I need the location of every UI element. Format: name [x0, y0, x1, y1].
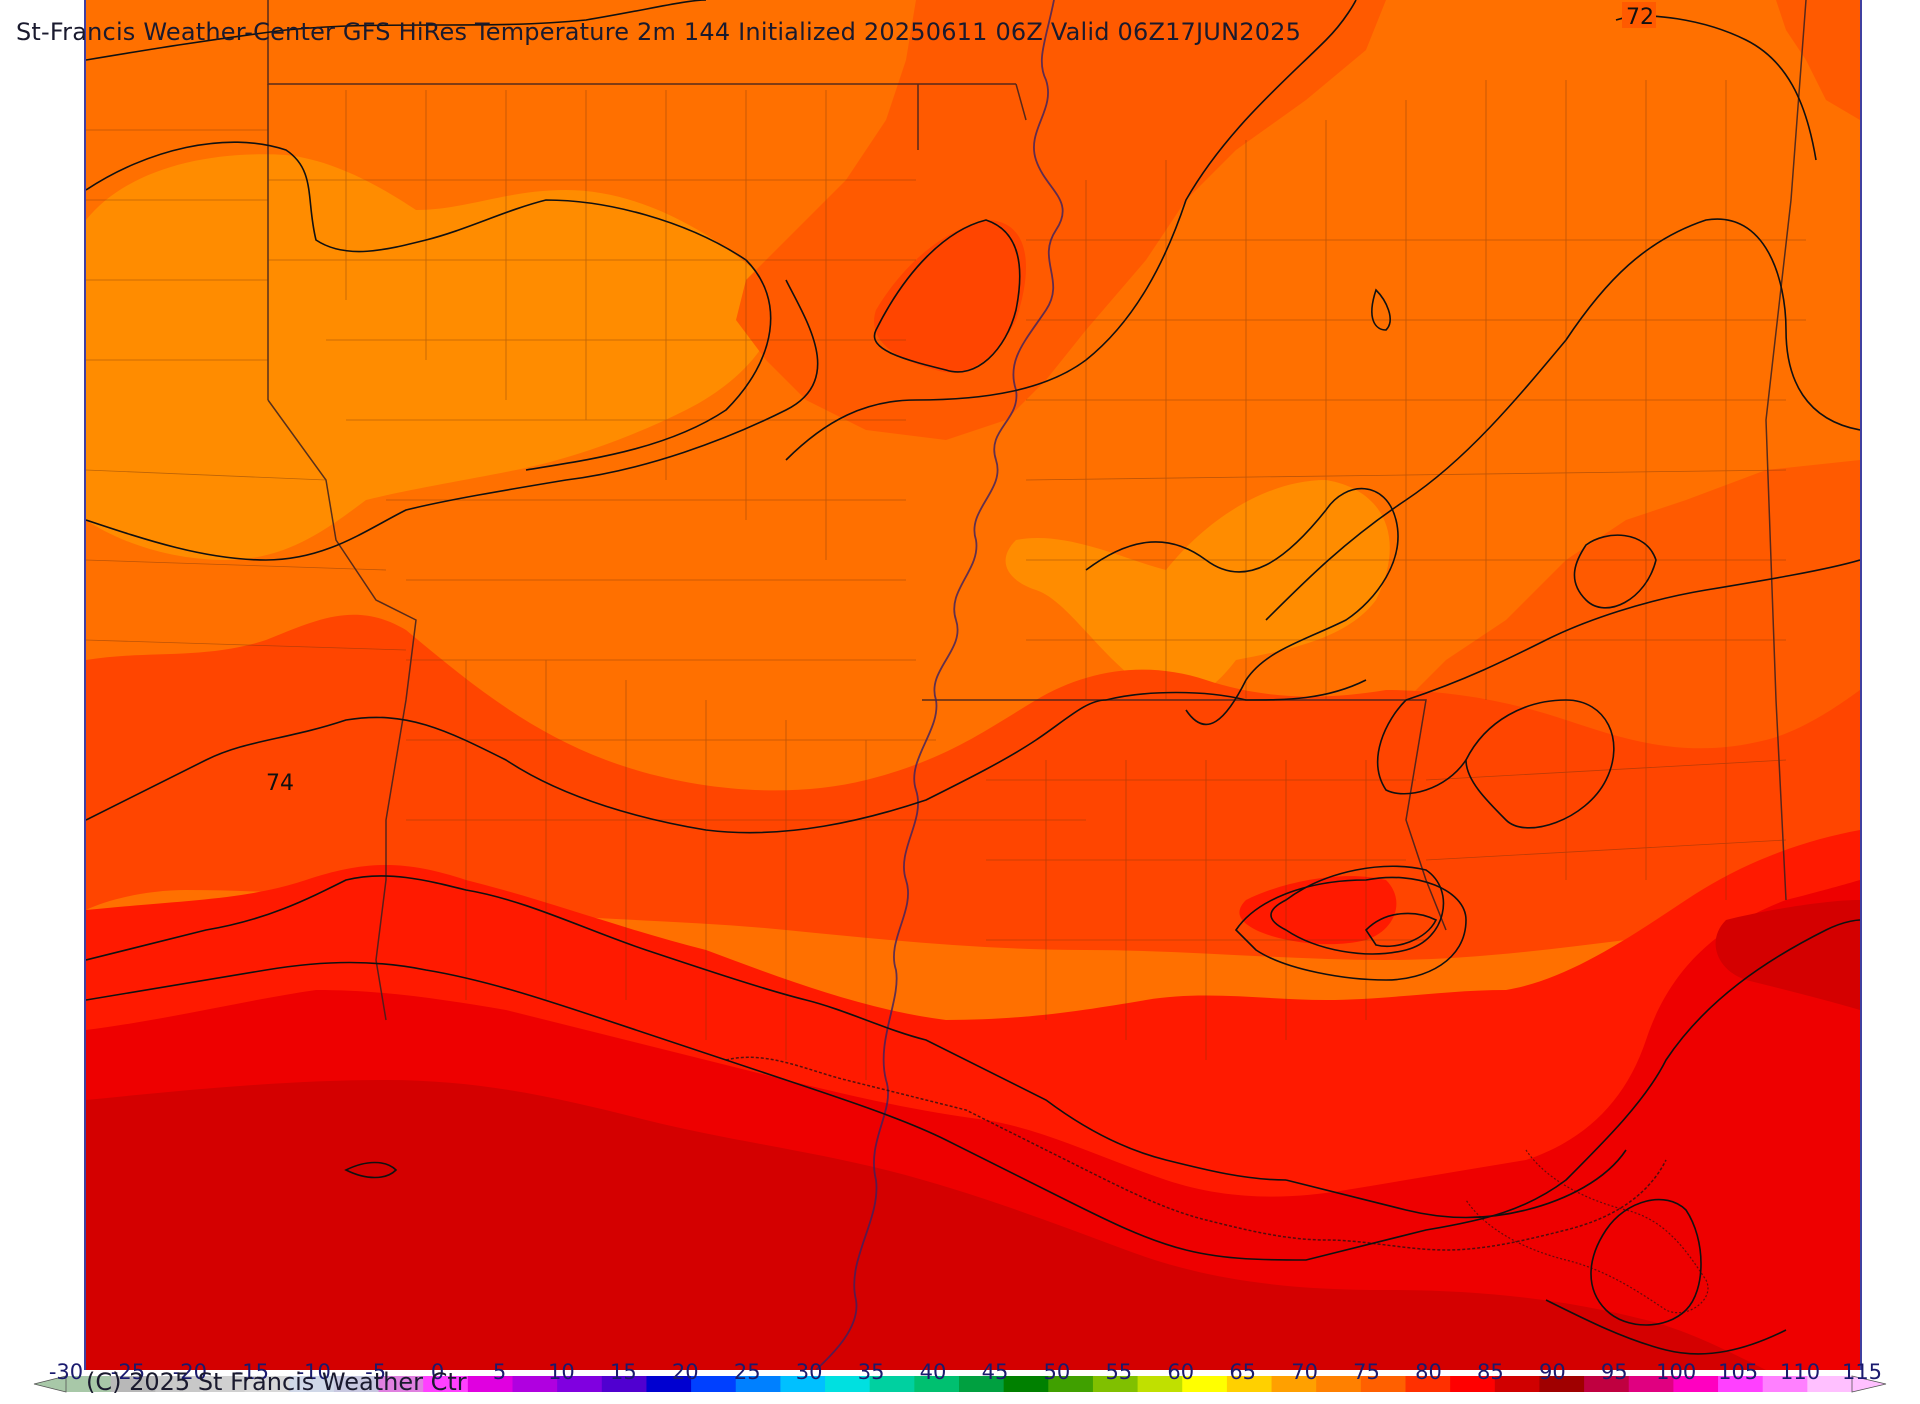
- color-scale-cell: [1673, 1376, 1719, 1392]
- color-scale-tick-label: -30: [48, 1360, 84, 1384]
- color-scale-cell: [1182, 1376, 1228, 1392]
- temp-hotspot: [1239, 876, 1397, 945]
- contour-label-72-bg: [1622, 2, 1656, 28]
- color-scale-cell: [1494, 1376, 1540, 1392]
- color-scale-tick-label: 80: [1415, 1360, 1442, 1384]
- color-scale-tick-label: -20: [172, 1360, 208, 1384]
- color-scale-cell: [155, 1376, 201, 1392]
- color-scale-tick-label: 55: [1105, 1360, 1133, 1384]
- color-scale-cell: [1718, 1376, 1764, 1392]
- color-scale-tick-label: -25: [110, 1360, 146, 1384]
- color-scale-cell: [333, 1376, 380, 1392]
- color-scale-tick-label: 50: [1043, 1360, 1071, 1384]
- color-scale-tick-label: 110: [1780, 1360, 1821, 1384]
- color-scale-cell: [1316, 1376, 1362, 1392]
- coastline: [725, 1056, 1667, 1251]
- color-scale-cell: [1450, 1376, 1496, 1392]
- color-scale-tick-label: 90: [1538, 1360, 1566, 1384]
- color-scale-cell: [423, 1376, 469, 1392]
- color-scale-cell: [1226, 1376, 1273, 1392]
- color-scale-cell: [959, 1376, 1005, 1392]
- color-scale-tick-label: 10: [548, 1360, 575, 1384]
- color-scale-tick-label: 35: [857, 1360, 885, 1384]
- contour-label-72: 72: [1626, 5, 1654, 30]
- contour-label-74: 74: [266, 771, 294, 796]
- color-scale-tick-label: -15: [234, 1360, 269, 1384]
- color-scale-cell: [378, 1376, 424, 1392]
- color-scale-cell: [646, 1376, 692, 1392]
- color-scale-cell: [1137, 1376, 1183, 1392]
- color-scale-cell: [869, 1376, 915, 1392]
- color-scale-cell: [1048, 1376, 1094, 1392]
- color-scale-cell: [1003, 1376, 1049, 1392]
- color-scale-tick-label: 30: [795, 1360, 823, 1384]
- color-scale-cell: [780, 1376, 826, 1392]
- color-scale-tick-label: 95: [1600, 1360, 1628, 1384]
- color-scale-tick-label: 65: [1229, 1360, 1257, 1384]
- color-scale-cell: [1405, 1376, 1451, 1392]
- temp-band-82-east: [1715, 900, 1860, 1010]
- temp-band-82: [86, 1080, 1766, 1370]
- color-scale-cell: [467, 1376, 513, 1392]
- color-scale-cell: [1807, 1376, 1853, 1392]
- color-scale-cell: [1092, 1376, 1139, 1392]
- color-scale-tick-label: 105: [1718, 1360, 1759, 1384]
- color-scale-cell: [1539, 1376, 1585, 1392]
- color-scale-left-arrow: [33, 1375, 67, 1393]
- color-scale-cell: [512, 1376, 558, 1392]
- color-scale-tick-label: 45: [981, 1360, 1009, 1384]
- color-scale-tick-label: 20: [671, 1360, 699, 1384]
- contour-label-74-bg: [262, 768, 296, 794]
- color-scale-tick-label: -10: [296, 1360, 331, 1384]
- color-scale-cell: [1762, 1376, 1808, 1392]
- color-scale-cell: [1584, 1376, 1630, 1392]
- map-title: St-Francis Weather-Center GFS HiRes Temp…: [16, 18, 1302, 46]
- copyright-text: (C) 2025 St Francis Weather Ctr: [86, 1368, 467, 1396]
- temperature-map[interactable]: 72 74: [84, 0, 1862, 1370]
- temp-band-70-east: [1005, 480, 1390, 702]
- temp-band-70-west: [86, 154, 778, 560]
- color-scale-right-arrow: [1851, 1375, 1887, 1393]
- color-scale-cell: [199, 1376, 246, 1392]
- color-scale-tick-label: 15: [610, 1360, 637, 1384]
- color-scale-tick-label: 70: [1291, 1360, 1318, 1384]
- color-scale-cell: [110, 1376, 156, 1392]
- color-scale-tick-label: 85: [1477, 1360, 1504, 1384]
- isotherm-contours: [86, 0, 1860, 1355]
- state-borders: [267, 0, 1807, 1021]
- color-scale-tick-label: 25: [733, 1360, 761, 1384]
- color-scale-cell: [1271, 1376, 1317, 1392]
- county-lines: [86, 80, 1806, 1080]
- color-scale-tick-label: -5: [365, 1360, 387, 1384]
- color-scale-cell: [289, 1376, 335, 1392]
- color-scale-tick-label: 40: [919, 1360, 947, 1384]
- color-scale-cell: [557, 1376, 603, 1392]
- color-scale-cell: [1628, 1376, 1674, 1392]
- color-scale-cell: [244, 1376, 290, 1392]
- color-scale-cell: [691, 1376, 737, 1392]
- color-scale-cell: [66, 1376, 112, 1392]
- color-scale-cell: [601, 1376, 647, 1392]
- color-scale-tick-label: 5: [492, 1360, 507, 1384]
- color-scale-tick-label: 75: [1353, 1360, 1380, 1384]
- color-scale-cell: [735, 1376, 781, 1392]
- temp-band-76-pocket: [874, 220, 1026, 373]
- delta-marsh: [1465, 1149, 1709, 1314]
- color-scale-cell: [914, 1376, 960, 1392]
- color-scale-cell: [825, 1376, 871, 1392]
- color-scale-cell: [1360, 1376, 1406, 1392]
- temp-band-74-northeast: [1776, 0, 1860, 120]
- color-scale-tick-label: 60: [1167, 1360, 1195, 1384]
- color-scale-tick-label: 100: [1656, 1360, 1697, 1384]
- temp-band-76-south: [86, 614, 1860, 960]
- color-scale-cells: [66, 1376, 1853, 1392]
- color-scale-tick-label: 0: [430, 1360, 445, 1384]
- color-scale-bar: [0, 1336, 1920, 1400]
- color-scale-tick-label: 115: [1841, 1360, 1883, 1384]
